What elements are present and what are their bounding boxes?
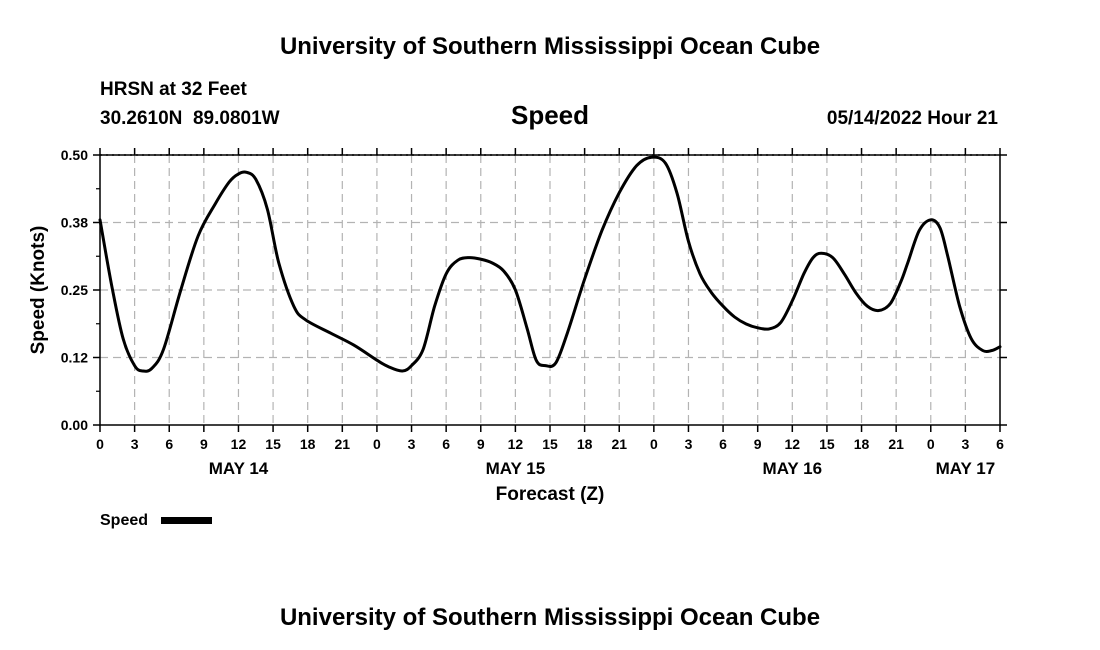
legend-label: Speed [100,512,148,529]
x-tick-label: 18 [300,436,316,452]
x-tick-labels: 0 3 6 9 12 15 18 21 0 3 6 9 12 15 18 21 0 3 6 9 12 15 18 21 0 3 6 [96,436,1004,452]
legend-swatch [161,517,212,524]
x-tick-label: 15 [819,436,835,452]
x-tick-label: 6 [442,436,450,452]
x-tick-label: 18 [854,436,870,452]
x-tick-label: 0 [373,436,381,452]
y-tick-label: 0.38 [61,215,88,231]
x-tick-label: 21 [888,436,904,452]
x-tick-label: 12 [785,436,801,452]
date-label: MAY 15 [486,459,546,478]
x-tick-label: 6 [165,436,173,452]
page-title: University of Southern Mississippi Ocean… [280,33,820,60]
y-tick-label: 0.12 [61,350,88,366]
date-label: MAY 17 [936,459,996,478]
x-tick-label: 6 [719,436,727,452]
x-tick-label: 3 [131,436,139,452]
y-tick-labels: 0.00 0.12 0.25 0.38 0.50 [61,147,88,433]
x-tick-label: 15 [542,436,558,452]
date-label: MAY 14 [209,459,269,478]
x-tick-label: 0 [96,436,104,452]
x-tick-label: 9 [200,436,208,452]
plot-area-frame [99,154,1001,426]
x-tick-label: 15 [265,436,281,452]
x-tick-label: 0 [650,436,658,452]
station-name: HRSN at 32 Feet [100,79,247,100]
x-tick-label: 3 [408,436,416,452]
x-tick-label: 12 [231,436,247,452]
x-tick-label: 0 [927,436,935,452]
station-coordinates: 30.2610N 89.0801W [100,108,280,129]
y-tick-label: 0.25 [61,282,88,298]
x-tick-label: 12 [508,436,524,452]
chart-title: Speed [511,100,589,130]
y-tick-label: 0.50 [61,147,88,163]
x-tick-label: 21 [335,436,351,452]
x-tick-label: 6 [996,436,1004,452]
footer-title: University of Southern Mississippi Ocean… [280,604,820,631]
series-group [98,155,1002,373]
grid-lines [100,154,1000,425]
y-tick-label: 0.00 [61,417,88,433]
x-tick-label: 21 [611,436,627,452]
x-tick-label: 9 [754,436,762,452]
x-tick-label: 18 [577,436,593,452]
date-label: MAY 16 [763,459,823,478]
x-tick-label: 9 [477,436,485,452]
date-labels: MAY 14 MAY 15 MAY 16 MAY 17 [209,459,995,478]
x-tick-label: 3 [685,436,693,452]
x-axis-label: Forecast (Z) [496,484,605,505]
x-tick-label: 3 [961,436,969,452]
series-line-speed [98,155,1002,373]
y-axis-label: Speed (Knots) [28,226,49,355]
forecast-timestamp: 05/14/2022 Hour 21 [827,108,999,129]
